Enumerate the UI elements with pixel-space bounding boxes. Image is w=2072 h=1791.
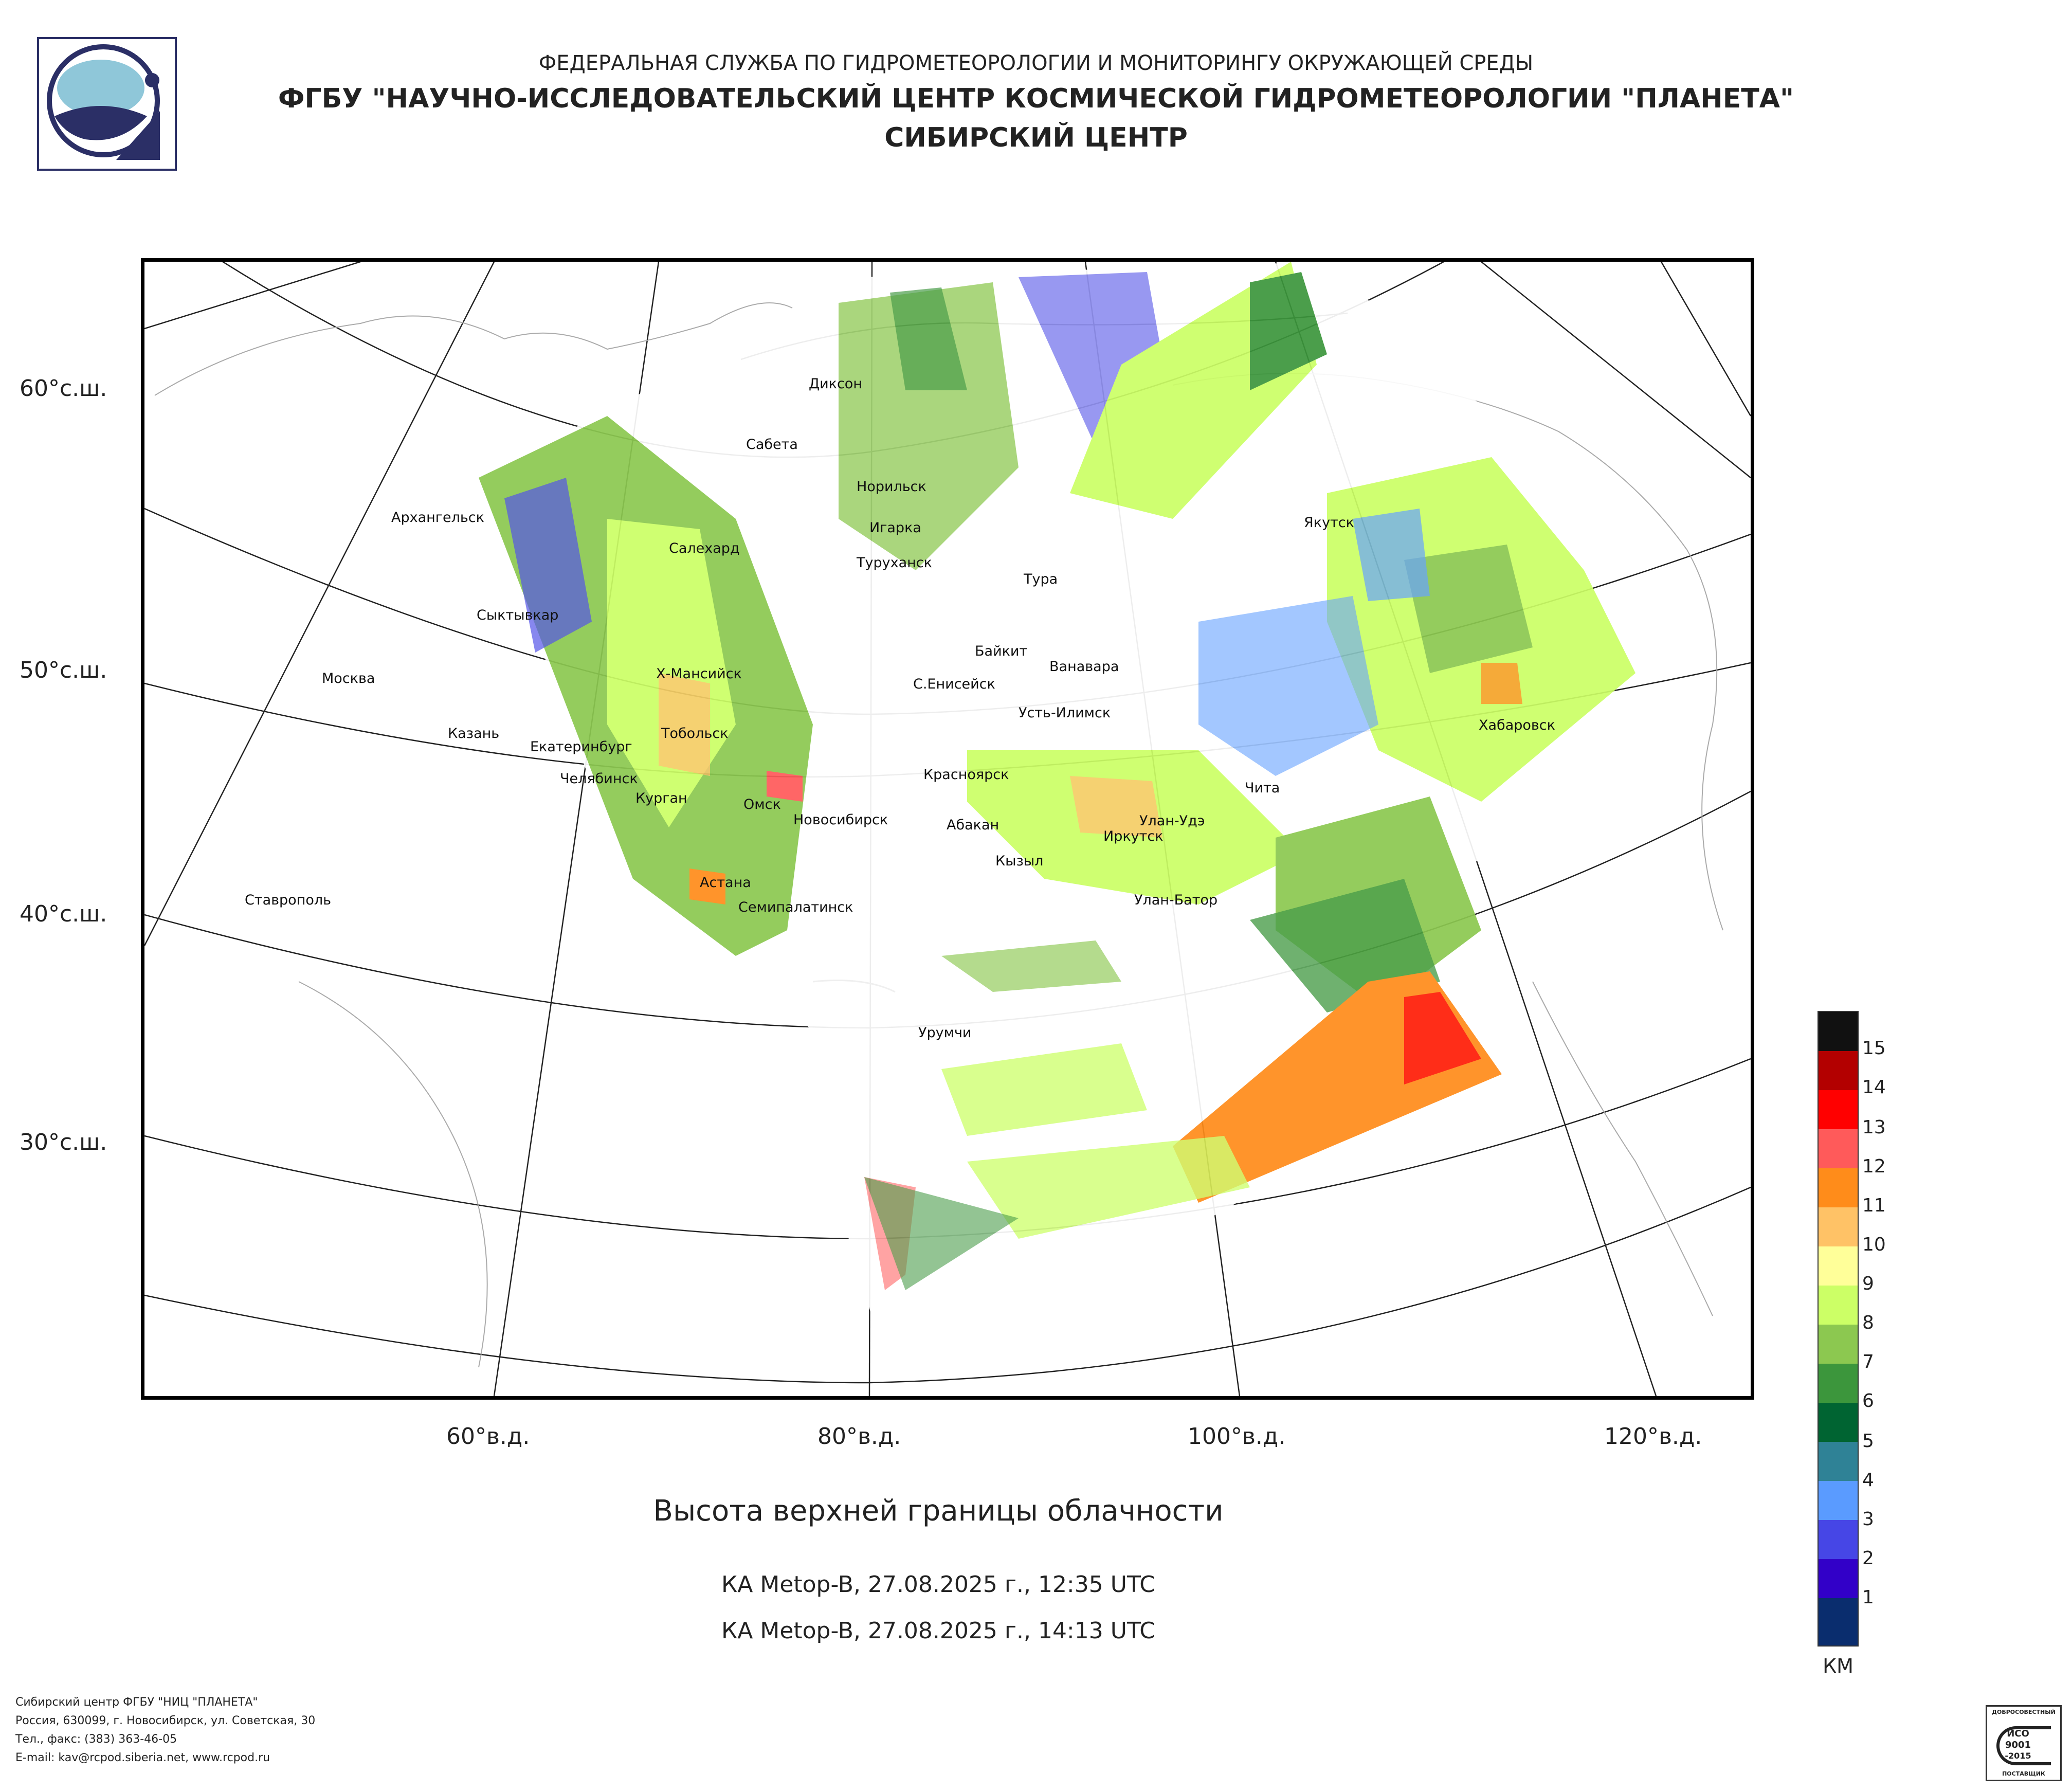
- legend-label: 5: [1862, 1431, 1874, 1452]
- lat-label-40: 40°с.ш.: [20, 901, 107, 927]
- city-label: Ванавара: [1049, 659, 1119, 675]
- legend-label: 4: [1862, 1470, 1874, 1491]
- city-label: Хабаровск: [1479, 717, 1555, 733]
- legend-label: 14: [1862, 1077, 1886, 1098]
- city-label: С.Енисейск: [913, 676, 995, 692]
- cert-line3: -2015: [2005, 1751, 2031, 1761]
- legend-swatch: [1819, 1481, 1858, 1520]
- city-label: Казань: [448, 726, 500, 741]
- city-label: Улан-Удэ: [1139, 813, 1205, 829]
- city-label: Тобольск: [661, 726, 729, 741]
- planeta-logo-icon: [37, 37, 177, 171]
- city-label: Челябинск: [560, 771, 638, 787]
- city-label: Москва: [322, 671, 375, 686]
- legend-label: 2: [1862, 1548, 1874, 1569]
- cert-line1: ИСО: [2007, 1728, 2029, 1739]
- city-label: Игарка: [869, 520, 921, 536]
- city-label: Байкит: [975, 643, 1028, 659]
- city-label: Екатеринбург: [530, 739, 632, 755]
- city-label: Новосибирск: [793, 812, 888, 828]
- legend-label: 7: [1862, 1351, 1874, 1372]
- legend-label: 6: [1862, 1390, 1874, 1412]
- lon-label-80: 80°в.д.: [817, 1423, 901, 1450]
- legend-label: 13: [1862, 1117, 1886, 1138]
- header-line-2: ФГБУ "НАУЧНО-ИССЛЕДОВАТЕЛЬСКИЙ ЦЕНТР КОС…: [278, 83, 1794, 114]
- city-label: Абакан: [947, 817, 999, 833]
- city-label: Урумчи: [918, 1025, 972, 1041]
- city-label: Улан-Батор: [1134, 892, 1218, 908]
- cert-line2: 9001: [2005, 1740, 2031, 1750]
- header-line-1: ФЕДЕРАЛЬНАЯ СЛУЖБА ПО ГИДРОМЕТЕОРОЛОГИИ …: [538, 51, 1534, 75]
- legend-swatch: [1819, 1051, 1858, 1090]
- lon-label-120: 120°в.д.: [1604, 1423, 1702, 1450]
- legend-swatch: [1819, 1403, 1858, 1442]
- city-label: Кызыл: [995, 853, 1044, 869]
- city-label: Чита: [1245, 780, 1280, 796]
- city-label: Салехард: [669, 540, 740, 556]
- legend-label: 3: [1862, 1509, 1874, 1530]
- legend-swatch: [1819, 1012, 1858, 1051]
- cert-top: ДОБРОСОВЕСТНЫЙ: [1992, 1709, 2056, 1715]
- legend-label: 15: [1862, 1038, 1886, 1059]
- city-label: Туруханск: [857, 555, 932, 571]
- legend-label: 11: [1862, 1195, 1886, 1216]
- footer-line: E-mail: kav@rcpod.siberia.net, www.rcpod…: [15, 1751, 270, 1764]
- city-label: Сыктывкар: [477, 607, 559, 623]
- footer-line: Сибирский центр ФГБУ "НИЦ "ПЛАНЕТА": [15, 1696, 258, 1709]
- legend-label: 8: [1862, 1312, 1874, 1333]
- map-title: Высота верхней границы облачности: [653, 1494, 1224, 1528]
- legend-label: 10: [1862, 1234, 1886, 1255]
- city-label: Ставрополь: [245, 892, 332, 908]
- city-label: Астана: [700, 875, 751, 891]
- lat-label-50: 50°с.ш.: [20, 657, 107, 683]
- legend-swatch: [1819, 1598, 1858, 1645]
- lat-label-30: 30°с.ш.: [20, 1129, 107, 1155]
- city-label: Х-Мансийск: [656, 666, 742, 682]
- subtitle-2: КА Metop-B, 27.08.2025 г., 14:13 UTC: [721, 1618, 1155, 1644]
- legend-swatch: [1819, 1207, 1858, 1246]
- legend-swatch: [1819, 1246, 1858, 1286]
- city-label: Диксон: [809, 376, 862, 392]
- legend-unit: КМ: [1823, 1655, 1853, 1677]
- height-legend: [1817, 1011, 1859, 1647]
- legend-swatch: [1819, 1442, 1858, 1481]
- legend-swatch: [1819, 1168, 1858, 1207]
- iso-certificate-badge: ДОБРОСОВЕСТНЫЙ ИСО 9001 -2015 ПОСТАВЩИК: [1986, 1705, 2062, 1781]
- subtitle-1: КА Metop-B, 27.08.2025 г., 12:35 UTC: [721, 1571, 1155, 1598]
- cloud-top-height-map: Диксон Сабета Норильск Архангельск Игарк…: [141, 258, 1754, 1400]
- city-label: Якутск: [1304, 515, 1354, 531]
- lon-label-100: 100°в.д.: [1188, 1423, 1286, 1450]
- legend-label: 12: [1862, 1156, 1886, 1177]
- legend-label: 1: [1862, 1587, 1874, 1608]
- header-line-3: СИБИРСКИЙ ЦЕНТР: [884, 122, 1188, 153]
- city-label: Сабета: [746, 437, 798, 453]
- city-label: Семипалатинск: [738, 899, 853, 915]
- legend-swatch: [1819, 1520, 1858, 1559]
- city-label: Красноярск: [923, 767, 1009, 783]
- footer-line: Россия, 630099, г. Новосибирск, ул. Сове…: [15, 1714, 316, 1727]
- city-label: Иркутск: [1103, 828, 1164, 844]
- legend-swatch: [1819, 1286, 1858, 1325]
- city-label: Архангельск: [391, 510, 484, 526]
- cert-bottom: ПОСТАВЩИК: [2002, 1770, 2045, 1777]
- lat-label-60: 60°с.ш.: [20, 375, 107, 402]
- city-label: Курган: [635, 790, 687, 806]
- cloud-field: [479, 262, 1646, 1378]
- city-label: Норильск: [857, 479, 926, 495]
- legend-label: 9: [1862, 1273, 1874, 1294]
- lon-label-60: 60°в.д.: [446, 1423, 530, 1450]
- legend-swatch: [1819, 1325, 1858, 1364]
- city-label: Омск: [743, 797, 781, 812]
- city-label: Тура: [1024, 571, 1058, 587]
- city-label: Усть-Илимск: [1019, 705, 1111, 721]
- legend-swatch: [1819, 1364, 1858, 1403]
- legend-swatch: [1819, 1129, 1858, 1168]
- legend-swatch: [1819, 1090, 1858, 1129]
- legend-swatch: [1819, 1559, 1858, 1598]
- footer-line: Тел., факс: (383) 363-46-05: [15, 1733, 177, 1746]
- map-canvas: [144, 262, 1751, 1396]
